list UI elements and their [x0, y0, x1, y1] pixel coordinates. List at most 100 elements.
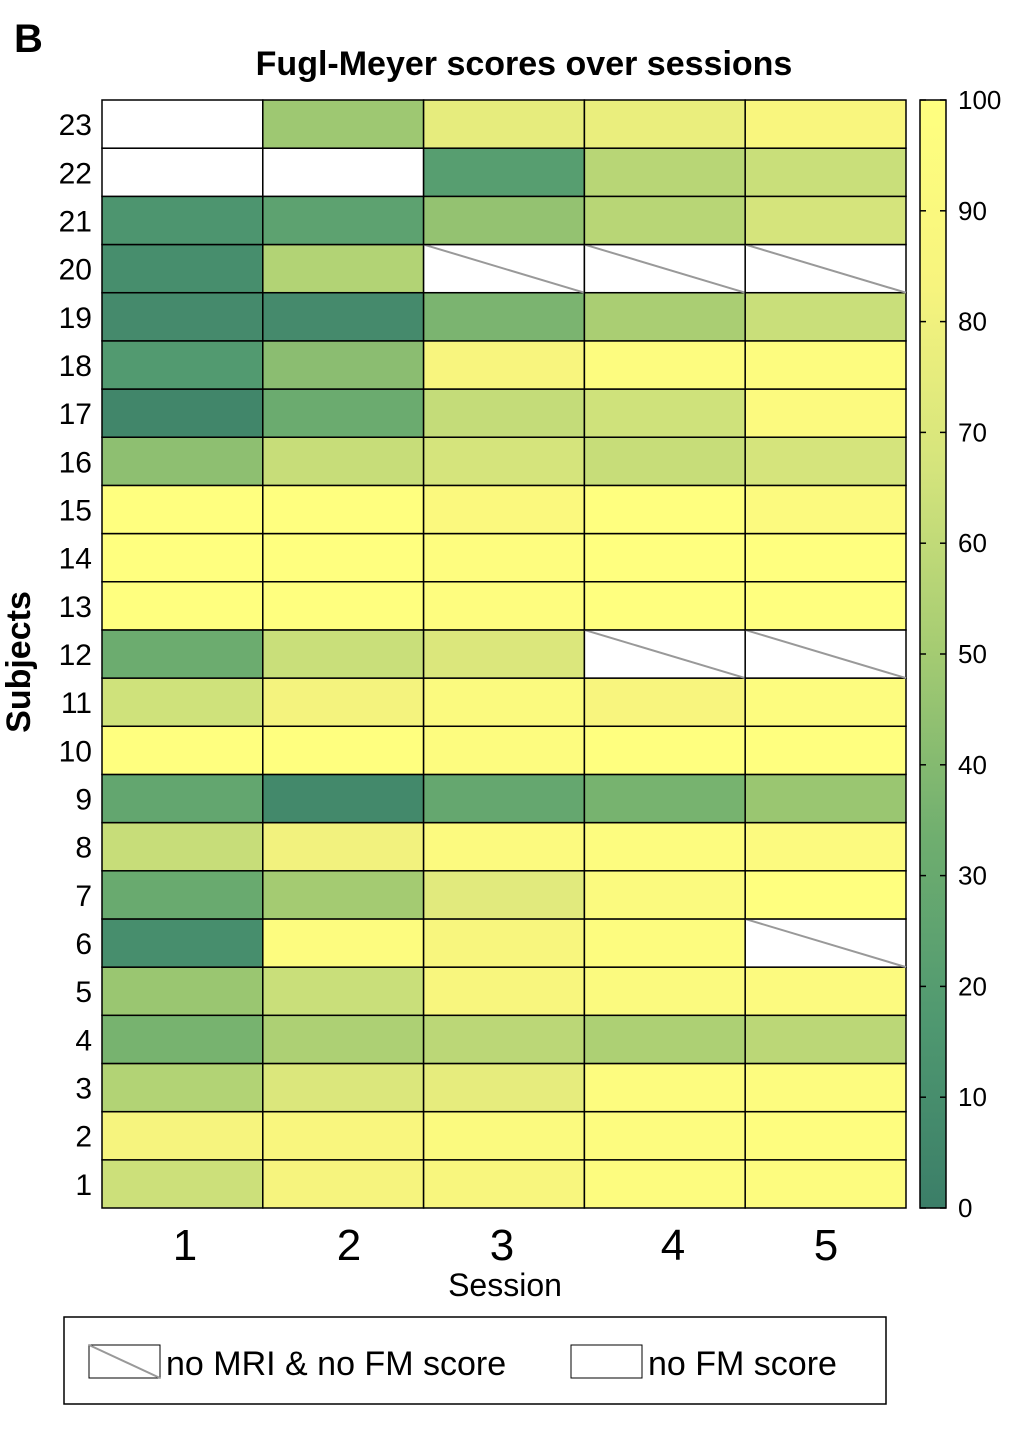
cell-s23-session3	[422, 99, 586, 149]
cell-s17-session3	[422, 388, 586, 438]
cell-s22-session4	[583, 147, 746, 198]
cell-s13-session3	[422, 580, 586, 631]
y-tick-label: 8	[75, 832, 92, 865]
legend: no MRI & no FM score no FM score	[63, 1316, 887, 1405]
panel-letter: B	[14, 17, 43, 61]
cell-s11-session4	[583, 677, 746, 728]
cell-s23-session4	[583, 99, 746, 149]
cell-s2-session2	[262, 1110, 425, 1161]
colorbar-tick-label: 10	[958, 1082, 987, 1112]
cell-s21-session4	[583, 195, 746, 246]
cell-s2-session3	[422, 1110, 586, 1161]
cell-s18-session2	[262, 340, 425, 390]
cell-s21-session2	[262, 195, 425, 246]
cell-s19-session4	[583, 291, 746, 342]
cell-s2-session1	[101, 1110, 264, 1161]
cell-s20-session3-diagonal	[423, 243, 585, 294]
y-tick-label: 10	[59, 735, 92, 768]
cell-s10-session5	[744, 725, 907, 776]
y-tick-label: 21	[59, 205, 92, 238]
colorbar-tick-label: 20	[958, 971, 987, 1001]
cell-s19-session5	[744, 291, 907, 342]
cell-s11-session5	[744, 677, 907, 728]
cell-s15-session2	[262, 484, 425, 535]
cell-s3-session4	[583, 1062, 746, 1113]
cell-s14-session2	[262, 532, 425, 583]
y-tick-label: 20	[59, 254, 92, 287]
cell-s15-session3	[422, 484, 586, 535]
cell-s14-session3	[422, 532, 586, 583]
cell-s22-session5	[744, 147, 907, 198]
y-tick-label: 12	[59, 639, 92, 672]
cell-s10-session3	[422, 725, 586, 776]
cell-s3-session5	[744, 1062, 907, 1113]
colorbar-tick-label: 30	[958, 861, 987, 891]
legend-label-no-fm: no FM score	[648, 1345, 837, 1383]
cell-s8-session2	[262, 821, 425, 872]
cell-s16-session2	[262, 436, 425, 487]
y-tick-label: 1	[75, 1169, 92, 1202]
cell-s20-session2	[262, 243, 425, 294]
chart-title: Fugl-Meyer scores over sessions	[256, 45, 793, 83]
cell-s22-session3	[422, 147, 586, 198]
colorbar-tick-label: 100	[958, 85, 1001, 115]
cell-s20-session1	[101, 243, 264, 294]
cell-s10-session4	[583, 725, 746, 776]
cell-s9-session3	[422, 773, 586, 824]
cell-s9-session1	[101, 773, 264, 824]
cell-s19-session2	[262, 291, 425, 342]
legend-swatch-no-fm	[570, 1344, 643, 1379]
cell-s15-session4	[583, 484, 746, 535]
cell-s5-session1	[101, 966, 264, 1017]
cell-s10-session2	[262, 725, 425, 776]
cell-s7-session1	[101, 870, 264, 920]
x-tick-labels: 1 2 3 4 5	[173, 1221, 838, 1270]
y-tick-label: 17	[59, 398, 92, 431]
cell-s18-session4	[583, 340, 746, 390]
cell-s21-session5	[744, 195, 907, 246]
cell-s18-session3	[422, 340, 586, 390]
y-tick-label: 19	[59, 302, 92, 335]
cell-s19-session1	[101, 291, 264, 342]
colorbar-tick-label: 80	[958, 307, 987, 337]
cell-s21-session1	[101, 195, 264, 246]
cell-s20-session5-diagonal	[744, 243, 907, 294]
y-tick-label: 6	[75, 928, 92, 961]
cell-s19-session3	[422, 291, 586, 342]
cell-s12-session2	[262, 629, 425, 679]
cell-s22-session1-no_fm	[101, 147, 264, 198]
cell-s6-session2	[262, 918, 425, 968]
cell-s17-session4	[583, 388, 746, 438]
cell-s6-session5-diagonal	[744, 917, 907, 969]
cell-s18-session5	[744, 340, 907, 390]
cell-s13-session2	[262, 580, 425, 631]
cell-s1-session5	[744, 1159, 907, 1209]
cell-s22-session2-no_fm	[262, 147, 425, 198]
cell-s4-session5	[744, 1014, 907, 1065]
cell-s17-session2	[262, 388, 425, 438]
x-tick-label: 1	[173, 1221, 197, 1270]
y-tick-label: 23	[59, 109, 92, 142]
cell-s12-session1	[101, 629, 264, 679]
cell-s12-session4-diagonal	[584, 628, 746, 680]
y-tick-label: 22	[59, 157, 92, 190]
cell-s6-session1	[101, 918, 264, 968]
cell-s12-session5-diagonal	[744, 628, 907, 680]
cell-s13-session1	[101, 580, 264, 631]
x-axis-label: Session	[448, 1267, 562, 1303]
colorbar-tick-label: 50	[958, 639, 987, 669]
y-tick-label: 11	[61, 687, 92, 720]
y-tick-label: 14	[59, 543, 92, 576]
cell-s8-session5	[744, 821, 907, 872]
y-tick-label: 7	[75, 880, 92, 913]
y-tick-label: 18	[59, 350, 92, 383]
legend-label-no-mri-no-fm: no MRI & no FM score	[166, 1345, 506, 1383]
cell-s4-session1	[101, 1014, 264, 1065]
cell-s23-session5	[744, 99, 907, 149]
y-tick-label: 13	[59, 591, 92, 624]
cell-s6-session4	[583, 918, 746, 968]
heatmap-cells	[101, 99, 907, 1209]
cell-s16-session1	[101, 436, 264, 487]
colorbar-ticks: 0 10 20 30 40 50 60 70 80 90 100	[920, 85, 1001, 1223]
x-tick-label: 3	[490, 1221, 514, 1270]
